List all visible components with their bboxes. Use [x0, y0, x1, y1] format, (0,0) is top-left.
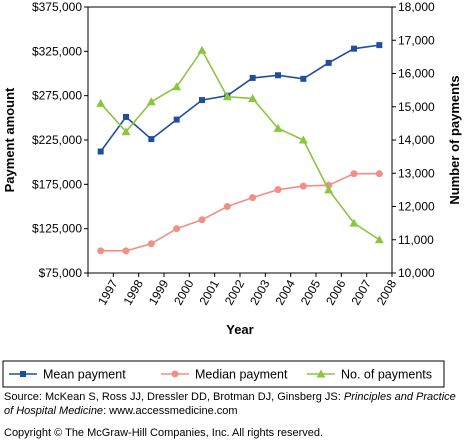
x-tick-label: 2001: [196, 277, 222, 307]
median-payment-point: [147, 240, 155, 248]
legend-swatch-marker: [171, 370, 179, 378]
right-tick-label: 18,000: [398, 0, 435, 14]
left-tick-label: $325,000: [32, 44, 82, 58]
mean-payment-point: [376, 42, 383, 49]
x-tick-label: 1998: [120, 277, 146, 307]
left-axis-title: Payment amount: [2, 87, 17, 192]
median-payment-point: [274, 186, 282, 194]
left-tick-label: $125,000: [32, 222, 82, 236]
median-payment-line: [100, 172, 380, 252]
right-tick-label: 16,000: [398, 67, 435, 81]
right-tick-label: 14,000: [398, 133, 435, 147]
mean-payment-point: [148, 136, 155, 143]
x-tick-label: 2007: [348, 277, 374, 307]
copyright-notice: Copyright © The McGraw-Hill Companies, I…: [4, 427, 324, 439]
no-of-payments-point: [222, 92, 232, 101]
median-payment-point: [122, 247, 130, 255]
source-prefix: Source: McKean S, Ross JJ, Dressler DD, …: [4, 391, 344, 403]
right-tick-label: 12,000: [398, 200, 435, 214]
median-payment-point: [173, 225, 181, 233]
legend-swatch-marker: [20, 371, 26, 377]
median-payment-point: [198, 216, 206, 224]
mean-payment-point: [351, 45, 357, 52]
legend-label: Mean payment: [43, 368, 126, 382]
no-of-payments-line: [100, 48, 380, 241]
legend-swatch-marker: [316, 369, 326, 378]
left-tick-label: $375,000: [32, 0, 82, 14]
x-tick-label: 2008: [374, 277, 400, 307]
mean-payment-line: [100, 44, 380, 152]
mean-payment-point: [325, 59, 332, 66]
mean-payment-point: [173, 116, 180, 123]
median-payment-point: [299, 182, 307, 190]
no-of-payments-point: [96, 98, 106, 107]
x-tick-label: 2005: [298, 277, 324, 307]
no-of-payments-point: [172, 82, 182, 91]
x-tick-label: 2003: [247, 277, 273, 307]
median-payment-point: [249, 194, 257, 202]
median-payment-point: [97, 247, 105, 255]
mean-payment-point: [249, 74, 256, 81]
right-axis-title: Number of payments: [447, 75, 462, 204]
x-tick-label: 1997: [95, 277, 121, 307]
no-of-payments-point: [298, 135, 308, 144]
legend-box: [2, 360, 445, 388]
no-of-payments-point: [324, 185, 334, 194]
legend-label: Median payment: [195, 368, 288, 382]
x-tick-label: 2004: [272, 277, 298, 307]
mean-payment-point: [199, 97, 205, 104]
right-tick-label: 10,000: [398, 266, 435, 280]
source-title: Principles and Practice of Hospital Medi…: [4, 391, 456, 417]
median-payment-point: [375, 170, 383, 178]
no-of-payments-point: [248, 93, 258, 102]
right-tick-label: 11,000: [398, 233, 434, 247]
source-suffix: : www.accessmedicine.com: [103, 405, 238, 417]
no-of-payments-point: [374, 235, 384, 244]
x-tick-label: 2006: [323, 277, 349, 307]
source-citation: Source: McKean S, Ross JJ, Dressler DD, …: [4, 390, 464, 418]
median-payment-point: [223, 203, 231, 210]
no-of-payments-point: [273, 123, 283, 132]
mean-payment-point: [123, 113, 129, 120]
right-tick-label: 15,000: [398, 100, 435, 114]
mean-payment-point: [97, 148, 104, 155]
x-axis-title: Year: [226, 322, 253, 337]
left-tick-label: $225,000: [32, 133, 82, 147]
mean-payment-point: [275, 72, 281, 79]
no-of-payments-point: [197, 45, 207, 54]
left-tick-label: $75,000: [39, 266, 83, 280]
left-tick-label: $275,000: [32, 89, 82, 103]
right-tick-label: 17,000: [398, 33, 435, 47]
mean-payment-point: [300, 75, 307, 82]
left-tick-label: $175,000: [32, 177, 82, 191]
chart-svg: $75,000 $125,000 $175,000 $225,000 $275,000 $…: [2, 0, 462, 388]
no-of-payments-point: [146, 97, 156, 106]
x-tick-label: 2000: [171, 277, 197, 307]
no-of-payments-point: [349, 218, 359, 227]
right-tick-label: 13,000: [398, 166, 435, 180]
x-tick-label: 1999: [146, 277, 172, 307]
plot-frame: [87, 6, 393, 274]
legend-label: No. of payments: [341, 368, 432, 382]
no-of-payments-point: [121, 127, 131, 136]
median-payment-point: [350, 170, 358, 178]
x-tick-label: 2002: [222, 277, 248, 307]
